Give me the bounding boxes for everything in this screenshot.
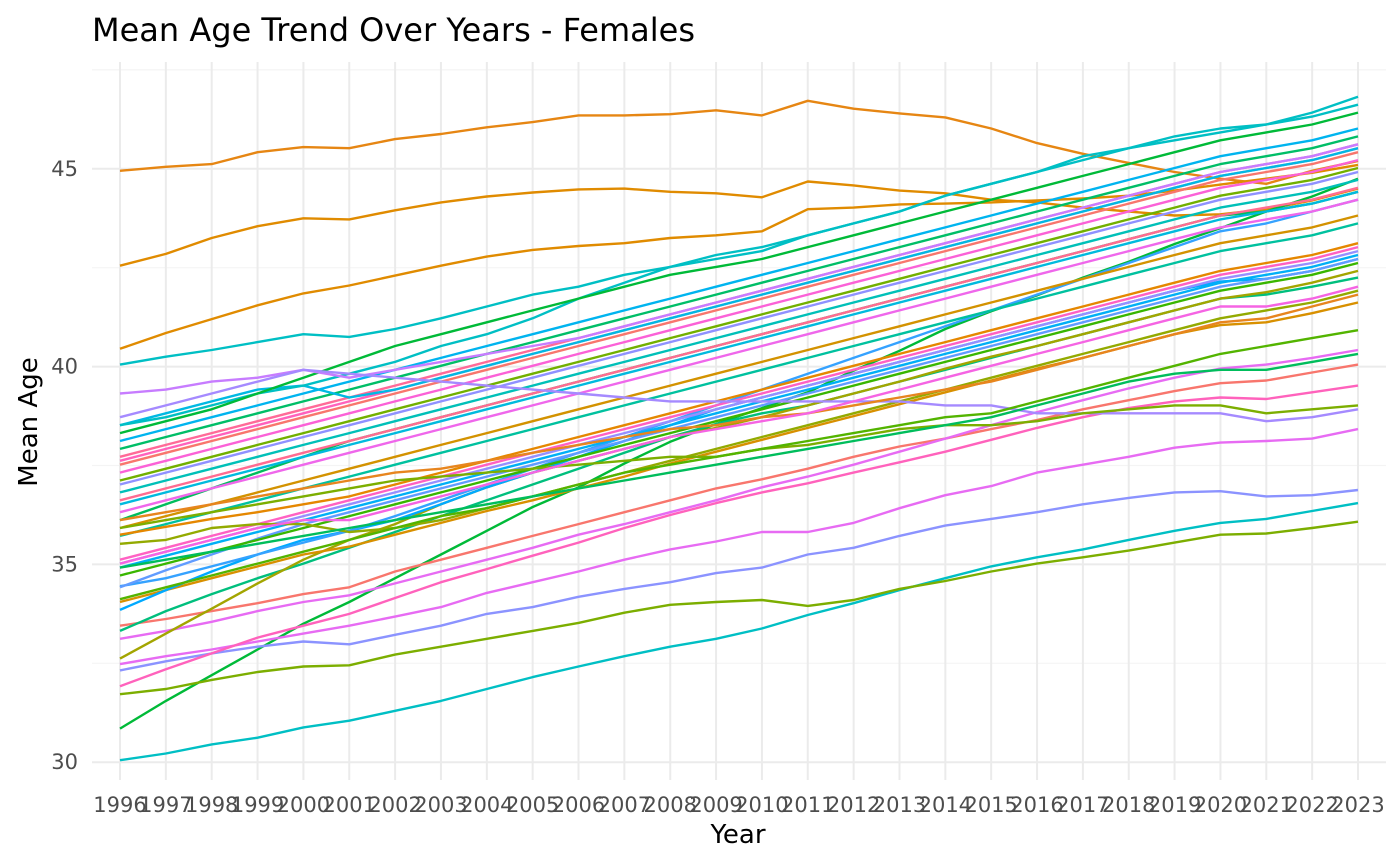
series-line-1 xyxy=(119,99,1359,186)
series-line-30 xyxy=(119,178,1359,494)
series-line-9 xyxy=(119,384,1359,688)
y-tick-label: 35 xyxy=(51,552,78,576)
x-tick-label: 2006 xyxy=(552,793,605,817)
series-line-31 xyxy=(119,170,1359,486)
series-line-32 xyxy=(119,166,1359,482)
series-line-16 xyxy=(119,198,1359,588)
series-line-46 xyxy=(119,329,1359,601)
series-line-24 xyxy=(119,289,1359,545)
series-line-44 xyxy=(119,368,1359,423)
x-tick-labels: 1996199719981999200020012002200320042005… xyxy=(93,793,1384,817)
x-tick-label: 2002 xyxy=(368,793,421,817)
x-tick-label: 2023 xyxy=(1331,793,1384,817)
series-line-7 xyxy=(119,488,1359,672)
series-line-11 xyxy=(119,348,1359,640)
series-line-42 xyxy=(119,103,1359,366)
series-line-22 xyxy=(119,222,1359,538)
x-tick-label: 2016 xyxy=(1010,793,1063,817)
series-line-6 xyxy=(119,520,1359,696)
series-line-40 xyxy=(119,95,1359,427)
series-line-43 xyxy=(119,143,1359,395)
x-tick-label: 2022 xyxy=(1285,793,1338,817)
series-line-18 xyxy=(119,253,1359,569)
x-tick-label: 2001 xyxy=(323,793,376,817)
y-tick-label: 40 xyxy=(51,355,78,379)
series-line-23 xyxy=(119,214,1359,530)
series-line-10 xyxy=(119,363,1359,627)
x-tick-label: 2020 xyxy=(1194,793,1247,817)
x-tick-label: 1997 xyxy=(139,793,192,817)
x-tick-label: 2013 xyxy=(873,793,926,817)
series-line-49 xyxy=(119,285,1359,565)
series-line-19 xyxy=(119,261,1359,577)
x-tick-label: 1999 xyxy=(231,793,284,817)
x-axis-title: Year xyxy=(709,820,765,850)
series-line-25 xyxy=(119,242,1359,536)
series-line-28 xyxy=(119,190,1359,506)
x-tick-label: 2015 xyxy=(964,793,1017,817)
chart-title: Mean Age Trend Over Years - Females xyxy=(92,11,695,49)
series-line-29 xyxy=(119,186,1359,502)
x-tick-label: 2004 xyxy=(460,793,513,817)
x-tick-label: 2008 xyxy=(643,793,696,817)
x-tick-label: 2009 xyxy=(689,793,742,817)
series-line-27 xyxy=(119,198,1359,514)
x-tick-label: 2003 xyxy=(414,793,467,817)
series-line-33 xyxy=(119,158,1359,474)
x-tick-label: 2019 xyxy=(1148,793,1201,817)
series-lines xyxy=(119,95,1359,762)
series-line-48 xyxy=(119,293,1359,522)
series-line-38 xyxy=(119,127,1359,443)
x-tick-label: 1996 xyxy=(93,793,146,817)
x-tick-label: 2018 xyxy=(1102,793,1155,817)
x-tick-label: 2011 xyxy=(781,793,834,817)
x-tick-label: 1998 xyxy=(185,793,238,817)
series-line-8 xyxy=(119,427,1359,666)
series-line-39 xyxy=(119,147,1359,427)
series-line-34 xyxy=(119,151,1359,466)
x-tick-label: 2000 xyxy=(277,793,330,817)
series-line-21 xyxy=(119,245,1359,561)
y-tick-label: 45 xyxy=(51,157,78,181)
series-line-37 xyxy=(119,135,1359,451)
x-tick-label: 2005 xyxy=(506,793,559,817)
y-tick-labels: 30 35 40 45 xyxy=(51,157,78,774)
x-tick-label: 2012 xyxy=(827,793,880,817)
x-tick-label: 2010 xyxy=(735,793,788,817)
y-axis-title: Mean Age xyxy=(14,357,44,486)
series-line-41 xyxy=(119,111,1359,435)
x-tick-label: 2007 xyxy=(598,793,651,817)
x-tick-label: 2021 xyxy=(1240,793,1293,817)
series-line-47 xyxy=(119,352,1359,569)
x-tick-label: 2017 xyxy=(1056,793,1109,817)
series-line-20 xyxy=(119,249,1359,565)
series-line-5 xyxy=(119,501,1359,762)
series-line-17 xyxy=(119,257,1359,589)
y-tick-label: 30 xyxy=(51,750,78,774)
x-tick-label: 2014 xyxy=(919,793,972,817)
